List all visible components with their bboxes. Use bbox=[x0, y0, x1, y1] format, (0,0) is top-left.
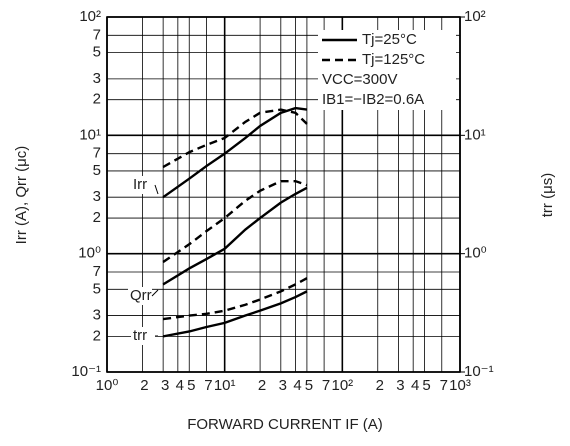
y-tick-label: 7 bbox=[93, 145, 101, 162]
x-tick-label: 7 bbox=[204, 377, 212, 394]
y-tick-label: 5 bbox=[93, 162, 101, 179]
y-tick-label: 3 bbox=[93, 307, 101, 324]
legend-label: Tj=25°C bbox=[362, 31, 417, 48]
y-tick-label: 2 bbox=[93, 327, 101, 344]
y-tick-label: 3 bbox=[93, 70, 101, 87]
x-tick-label: 10¹ bbox=[214, 377, 236, 394]
curve-label-bg bbox=[128, 287, 152, 305]
y-tick-label: 2 bbox=[93, 91, 101, 108]
series-line bbox=[162, 106, 308, 199]
y-tick-label: 7 bbox=[93, 263, 101, 280]
y-tick-label: 10⁻¹ bbox=[71, 363, 101, 380]
y2-tick-label: 10⁻¹ bbox=[464, 363, 494, 380]
x-tick-label: 2 bbox=[140, 377, 148, 394]
curve-label-bg bbox=[131, 176, 155, 194]
series-line bbox=[162, 290, 308, 338]
x-tick-label: 3 bbox=[279, 377, 287, 394]
x-tick-label: 10² bbox=[331, 377, 353, 394]
curve-label: Irr bbox=[133, 176, 147, 193]
y-tick-label: 10¹ bbox=[79, 126, 101, 143]
y-tick-label: 7 bbox=[93, 26, 101, 43]
annotation: VCC=300V bbox=[322, 71, 397, 88]
y2-tick-label: 10¹ bbox=[464, 126, 486, 143]
y2-tick-label: 10² bbox=[464, 8, 486, 25]
x-tick-label: 7 bbox=[322, 377, 330, 394]
x-tick-label: 4 bbox=[176, 377, 184, 394]
curve-label-leader bbox=[151, 289, 159, 297]
curve-label: trr bbox=[133, 327, 147, 344]
x-tick-label: 5 bbox=[422, 377, 430, 394]
x-tick-label: 3 bbox=[161, 377, 169, 394]
x-axis-label: FORWARD CURRENT IF (A) bbox=[187, 416, 383, 433]
legend-label: Tj=125°C bbox=[362, 51, 425, 68]
y-tick-label: 3 bbox=[93, 188, 101, 205]
series-line bbox=[162, 108, 308, 169]
y-axis-label: Irr (A), Qrr (μc) bbox=[13, 146, 30, 245]
y2-axis-label: trr (μs) bbox=[539, 173, 556, 217]
y-tick-label: 2 bbox=[93, 209, 101, 226]
curve-label-leader bbox=[154, 184, 159, 195]
x-tick-label: 2 bbox=[258, 377, 266, 394]
x-tick-label: 5 bbox=[187, 377, 195, 394]
y-tick-label: 10⁰ bbox=[78, 245, 101, 262]
y-tick-label: 10² bbox=[79, 8, 101, 25]
x-tick-label: 3 bbox=[396, 377, 404, 394]
x-tick-label: 7 bbox=[440, 377, 448, 394]
annotation: IB1=−IB2=0.6A bbox=[322, 91, 424, 108]
y-tick-label: 5 bbox=[93, 44, 101, 61]
x-tick-label: 4 bbox=[293, 377, 301, 394]
y-tick-label: 5 bbox=[93, 280, 101, 297]
legend-box bbox=[318, 30, 456, 110]
curve-label-bg bbox=[131, 327, 155, 345]
series-line bbox=[162, 277, 308, 321]
x-tick-label: 5 bbox=[305, 377, 313, 394]
series-line bbox=[162, 179, 308, 264]
plot-frame bbox=[106, 16, 461, 373]
x-tick-label: 10³ bbox=[449, 377, 471, 394]
series-line bbox=[162, 186, 308, 286]
x-tick-label: 10⁰ bbox=[96, 377, 119, 394]
x-tick-label: 4 bbox=[411, 377, 419, 394]
y2-tick-label: 10⁰ bbox=[464, 245, 487, 262]
x-tick-label: 2 bbox=[376, 377, 384, 394]
curve-label: Qrr bbox=[130, 287, 152, 304]
